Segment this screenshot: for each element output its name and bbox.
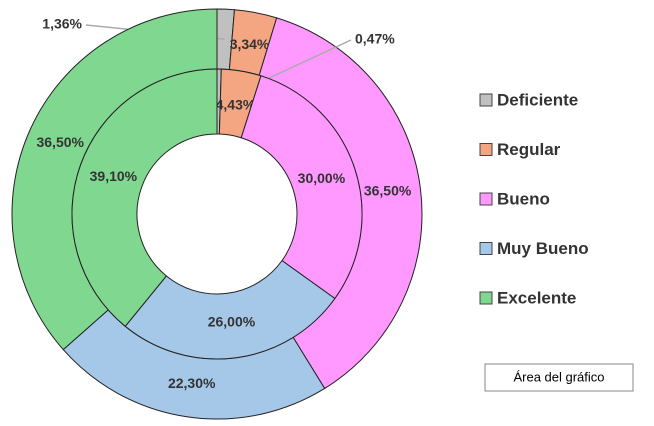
- legend-swatch: [479, 242, 493, 255]
- tooltip-box: [484, 363, 634, 392]
- legend-label: Excelente: [497, 288, 576, 307]
- doughnut-segment: [71, 68, 218, 328]
- doughnut-segment: [240, 75, 363, 300]
- data-label: 3,34%: [230, 36, 270, 52]
- legend-label: Bueno: [497, 189, 550, 208]
- legend-swatch: [479, 291, 493, 305]
- legend-swatch: [479, 192, 493, 206]
- data-label: 22,30%: [168, 375, 216, 391]
- data-label: 4,43%: [216, 96, 256, 112]
- tooltip-text: Área del gráfico: [513, 369, 604, 384]
- tooltip: Área del gráfico: [484, 363, 634, 392]
- data-label: 26,00%: [208, 314, 256, 330]
- data-label: 1,36%: [42, 16, 82, 32]
- data-label: 39,10%: [90, 168, 138, 184]
- legend-label: Deficiente: [497, 90, 578, 109]
- data-label: 36,50%: [364, 183, 412, 199]
- data-label: 0,47%: [355, 31, 395, 47]
- doughnut-segment: [124, 259, 336, 360]
- legend-swatch: [479, 93, 493, 107]
- data-label: 30,00%: [298, 170, 346, 186]
- data-label: 36,50%: [36, 134, 84, 150]
- legend-label: Muy Bueno: [497, 239, 589, 258]
- legend-label: Regular: [497, 140, 561, 159]
- legend-swatch: [479, 143, 493, 156]
